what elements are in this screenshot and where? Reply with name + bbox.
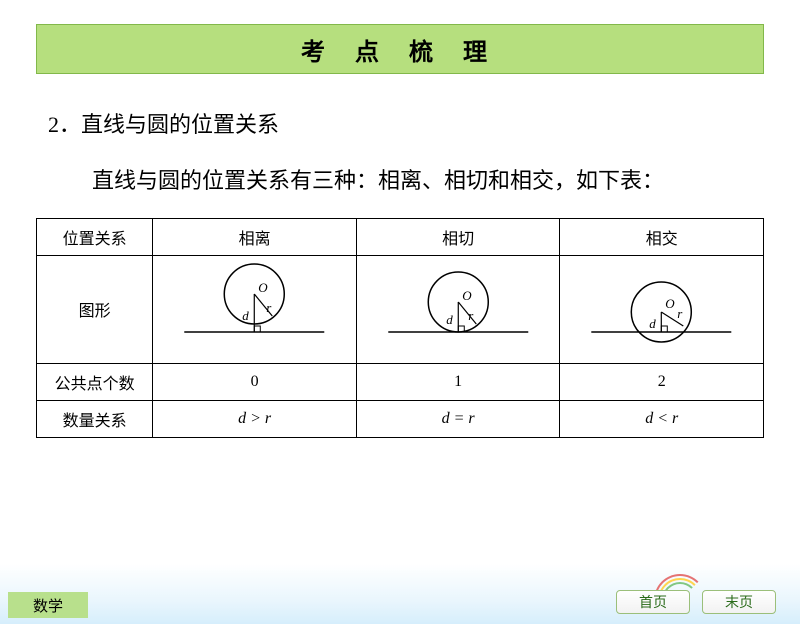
label-O: O bbox=[666, 296, 676, 311]
home-button[interactable]: 首页 bbox=[616, 590, 690, 614]
figure-tangent: O d r bbox=[356, 255, 560, 363]
header-bar: 考 点 梳 理 bbox=[36, 24, 764, 74]
rainbow-icon bbox=[650, 570, 710, 590]
row-label-relation: 数量关系 bbox=[37, 400, 153, 437]
table-row-figure: 图形 O d r O d r bbox=[37, 255, 764, 363]
table-header-row: 位置关系 相离 相切 相交 bbox=[37, 218, 764, 255]
figure-intersect: O d r bbox=[560, 255, 764, 363]
label-d: d bbox=[446, 312, 453, 327]
cell-rel-2: d < r bbox=[560, 400, 764, 437]
subject-label: 数学 bbox=[33, 595, 63, 616]
label-r: r bbox=[267, 300, 273, 315]
fig-tangent-svg: O d r bbox=[361, 262, 556, 352]
figure-separate: O d r bbox=[153, 255, 357, 363]
subject-badge: 数学 bbox=[8, 592, 88, 618]
th-label: 位置关系 bbox=[37, 218, 153, 255]
section-title: 2．直线与圆的位置关系 bbox=[48, 104, 752, 146]
label-O: O bbox=[462, 288, 472, 303]
label-r: r bbox=[678, 306, 684, 321]
content-area: 2．直线与圆的位置关系 直线与圆的位置关系有三种：相离、相切和相交，如下表： bbox=[0, 74, 800, 202]
th-sep: 相离 bbox=[153, 218, 357, 255]
header-title: 考 点 梳 理 bbox=[301, 32, 499, 67]
table-row-relation: 数量关系 d > r d = r d < r bbox=[37, 400, 764, 437]
cell-rel-0: d > r bbox=[153, 400, 357, 437]
cell-points-0: 0 bbox=[153, 363, 357, 400]
home-label: 首页 bbox=[639, 592, 667, 612]
end-button[interactable]: 末页 bbox=[702, 590, 776, 614]
fig-intersect-svg: O d r bbox=[564, 262, 759, 352]
th-tan: 相切 bbox=[356, 218, 560, 255]
row-label-figure: 图形 bbox=[37, 255, 153, 363]
label-d: d bbox=[650, 316, 657, 331]
cell-rel-1: d = r bbox=[356, 400, 560, 437]
section-paragraph: 直线与圆的位置关系有三种：相离、相切和相交，如下表： bbox=[48, 160, 752, 202]
row-label-points: 公共点个数 bbox=[37, 363, 153, 400]
relation-table: 位置关系 相离 相切 相交 图形 O d r bbox=[36, 218, 764, 438]
table-row-points: 公共点个数 0 1 2 bbox=[37, 363, 764, 400]
label-d: d bbox=[243, 308, 250, 323]
fig-separate-svg: O d r bbox=[157, 262, 352, 352]
label-O: O bbox=[259, 280, 269, 295]
end-label: 末页 bbox=[725, 592, 753, 612]
cell-points-2: 2 bbox=[560, 363, 764, 400]
cell-points-1: 1 bbox=[356, 363, 560, 400]
th-int: 相交 bbox=[560, 218, 764, 255]
